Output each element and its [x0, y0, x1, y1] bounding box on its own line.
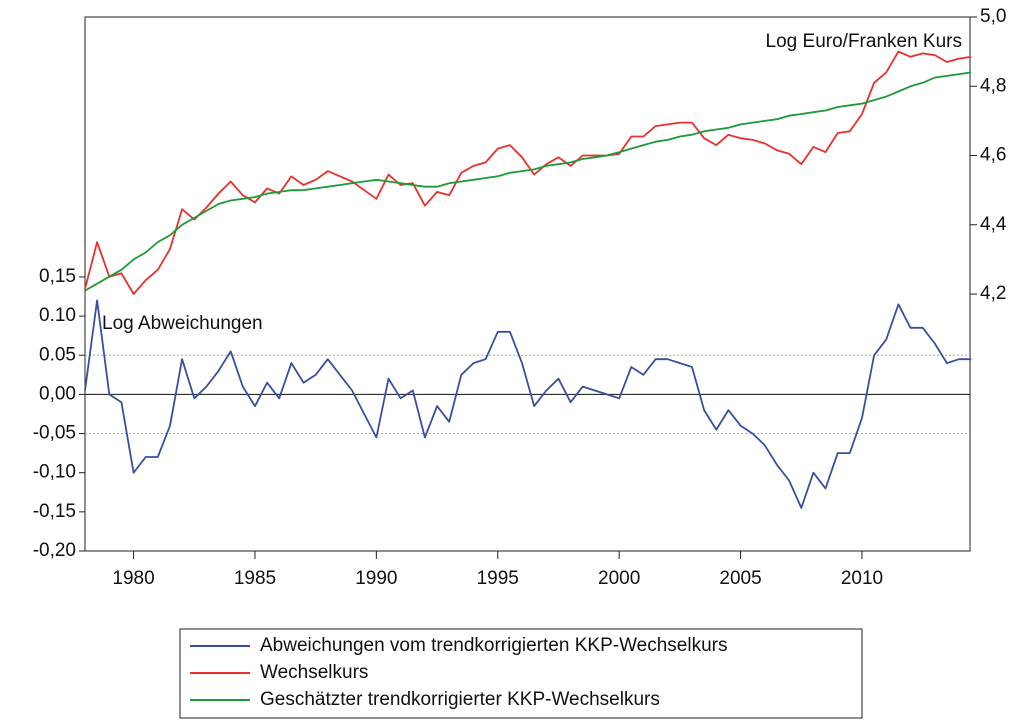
x-tick-label: 1980 [112, 568, 154, 589]
y-tick-label: 0,15 [39, 266, 76, 287]
y-tick-label: 0.10 [39, 305, 76, 326]
x-tick-label: 2000 [598, 568, 640, 589]
y-tick-label: 0.05 [39, 344, 76, 365]
legend-box [179, 628, 863, 719]
legend-label: Abweichungen vom trendkorrigierten KKP-W… [260, 635, 727, 656]
x-tick-label: 1985 [234, 568, 276, 589]
y-tick-label: -0,05 [33, 423, 76, 444]
y-tick-label: -0,20 [33, 540, 76, 561]
annotation: Log Euro/Franken Kurs [766, 31, 962, 52]
y2-tick-label: 5,0 [980, 6, 1006, 27]
x-tick-label: 2010 [841, 568, 883, 589]
legend-label: Geschätzter trendkorrigierter KKP-Wechse… [260, 689, 660, 710]
plot-frame [84, 16, 971, 552]
y2-tick-label: 4,4 [980, 214, 1007, 235]
series-line [84, 299, 972, 509]
x-tick-label: 2005 [719, 568, 761, 589]
y2-tick-label: 4,6 [980, 145, 1006, 166]
annotation: Log Abweichungen [102, 313, 263, 334]
x-tick-label: 1995 [477, 568, 519, 589]
y-tick-label: -0,15 [33, 501, 76, 522]
x-tick-label: 1990 [355, 568, 397, 589]
y2-tick-label: 4,8 [980, 75, 1006, 96]
y2-tick-label: 4,2 [980, 283, 1006, 304]
series-line [84, 50, 972, 295]
y-tick-label: -0,10 [33, 462, 76, 483]
series-line [84, 71, 972, 292]
legend-label: Wechselkurs [260, 662, 368, 683]
y-tick-label: 0,00 [39, 383, 76, 404]
